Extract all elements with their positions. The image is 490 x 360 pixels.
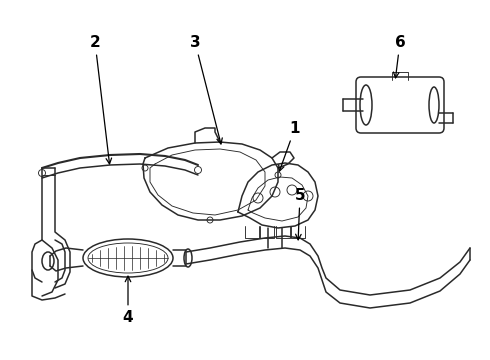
Text: 6: 6 <box>393 35 405 78</box>
Text: 3: 3 <box>190 35 222 144</box>
Text: 2: 2 <box>90 35 112 164</box>
Text: 1: 1 <box>279 121 300 171</box>
Text: 5: 5 <box>294 188 305 240</box>
Text: 4: 4 <box>122 276 133 325</box>
